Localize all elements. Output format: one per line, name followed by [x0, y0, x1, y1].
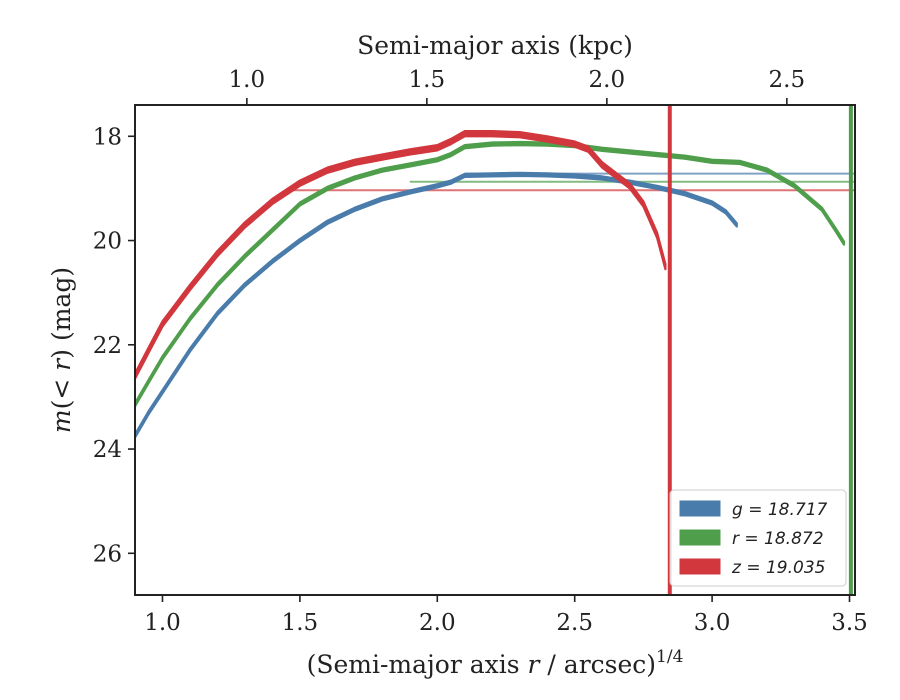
- y-tick-label: 20: [93, 229, 122, 255]
- x-axis-title-var: r: [528, 650, 542, 679]
- x-axis-title-post: / arcsec): [539, 650, 656, 679]
- axes-layer: 1.0 1.5 2.0 2.5 3.0 3.5 18 20 22 24 26 1.0 1.5 2.0 2.5…: [47, 31, 868, 679]
- legend-label: g = 18.717: [732, 500, 828, 520]
- x-tick-label: 2.5: [556, 610, 593, 636]
- y-tick-label: 24: [93, 437, 122, 463]
- x-tick-label: 3.0: [694, 610, 731, 636]
- x-tick-label: 1.0: [144, 610, 181, 636]
- series-band-1: [135, 140, 846, 408]
- legend-swatch: [679, 529, 721, 546]
- y-axis-title-post: ) (mag): [47, 267, 76, 359]
- plot-area: [135, 105, 855, 595]
- legend-label: z = 19.035: [731, 558, 825, 578]
- x-tick-label: 3.5: [831, 610, 868, 636]
- top-axis-title: Semi-major axis (kpc): [357, 31, 633, 60]
- y-tick-label: 18: [93, 124, 122, 150]
- x-axis-title-pre: (Semi-major axis: [307, 650, 528, 679]
- top-tick-label: 2.5: [769, 67, 806, 93]
- series-band-2: [135, 130, 667, 380]
- y-axis-title: m(< r) (mag): [47, 267, 76, 433]
- x-tick-label: 1.5: [282, 610, 319, 636]
- y-tick-label: 26: [93, 541, 122, 567]
- top-tick-label: 1.5: [409, 67, 446, 93]
- y-tick-label: 22: [93, 333, 122, 359]
- plot-frame: [134, 104, 856, 596]
- y-axis-title-var2: r: [47, 357, 76, 371]
- series-layer: [135, 105, 855, 595]
- x-tick-label: 2.0: [419, 610, 456, 636]
- legend-swatch: [679, 558, 721, 575]
- legend-swatch: [679, 500, 721, 517]
- x-axis-title: (Semi-major axis r / arcsec)1/4: [307, 647, 684, 679]
- legend: g = 18.717 r = 18.872 z = 19.035: [669, 489, 847, 587]
- series-band-0: [135, 171, 738, 439]
- legend-label: r = 18.872: [732, 529, 824, 549]
- y-axis-title-var: m: [47, 409, 76, 433]
- top-tick-label: 1.0: [229, 67, 266, 93]
- y-axis-title-mid: (<: [47, 371, 76, 410]
- top-tick-label: 2.0: [589, 67, 626, 93]
- x-axis-title-sup: 1/4: [656, 647, 683, 667]
